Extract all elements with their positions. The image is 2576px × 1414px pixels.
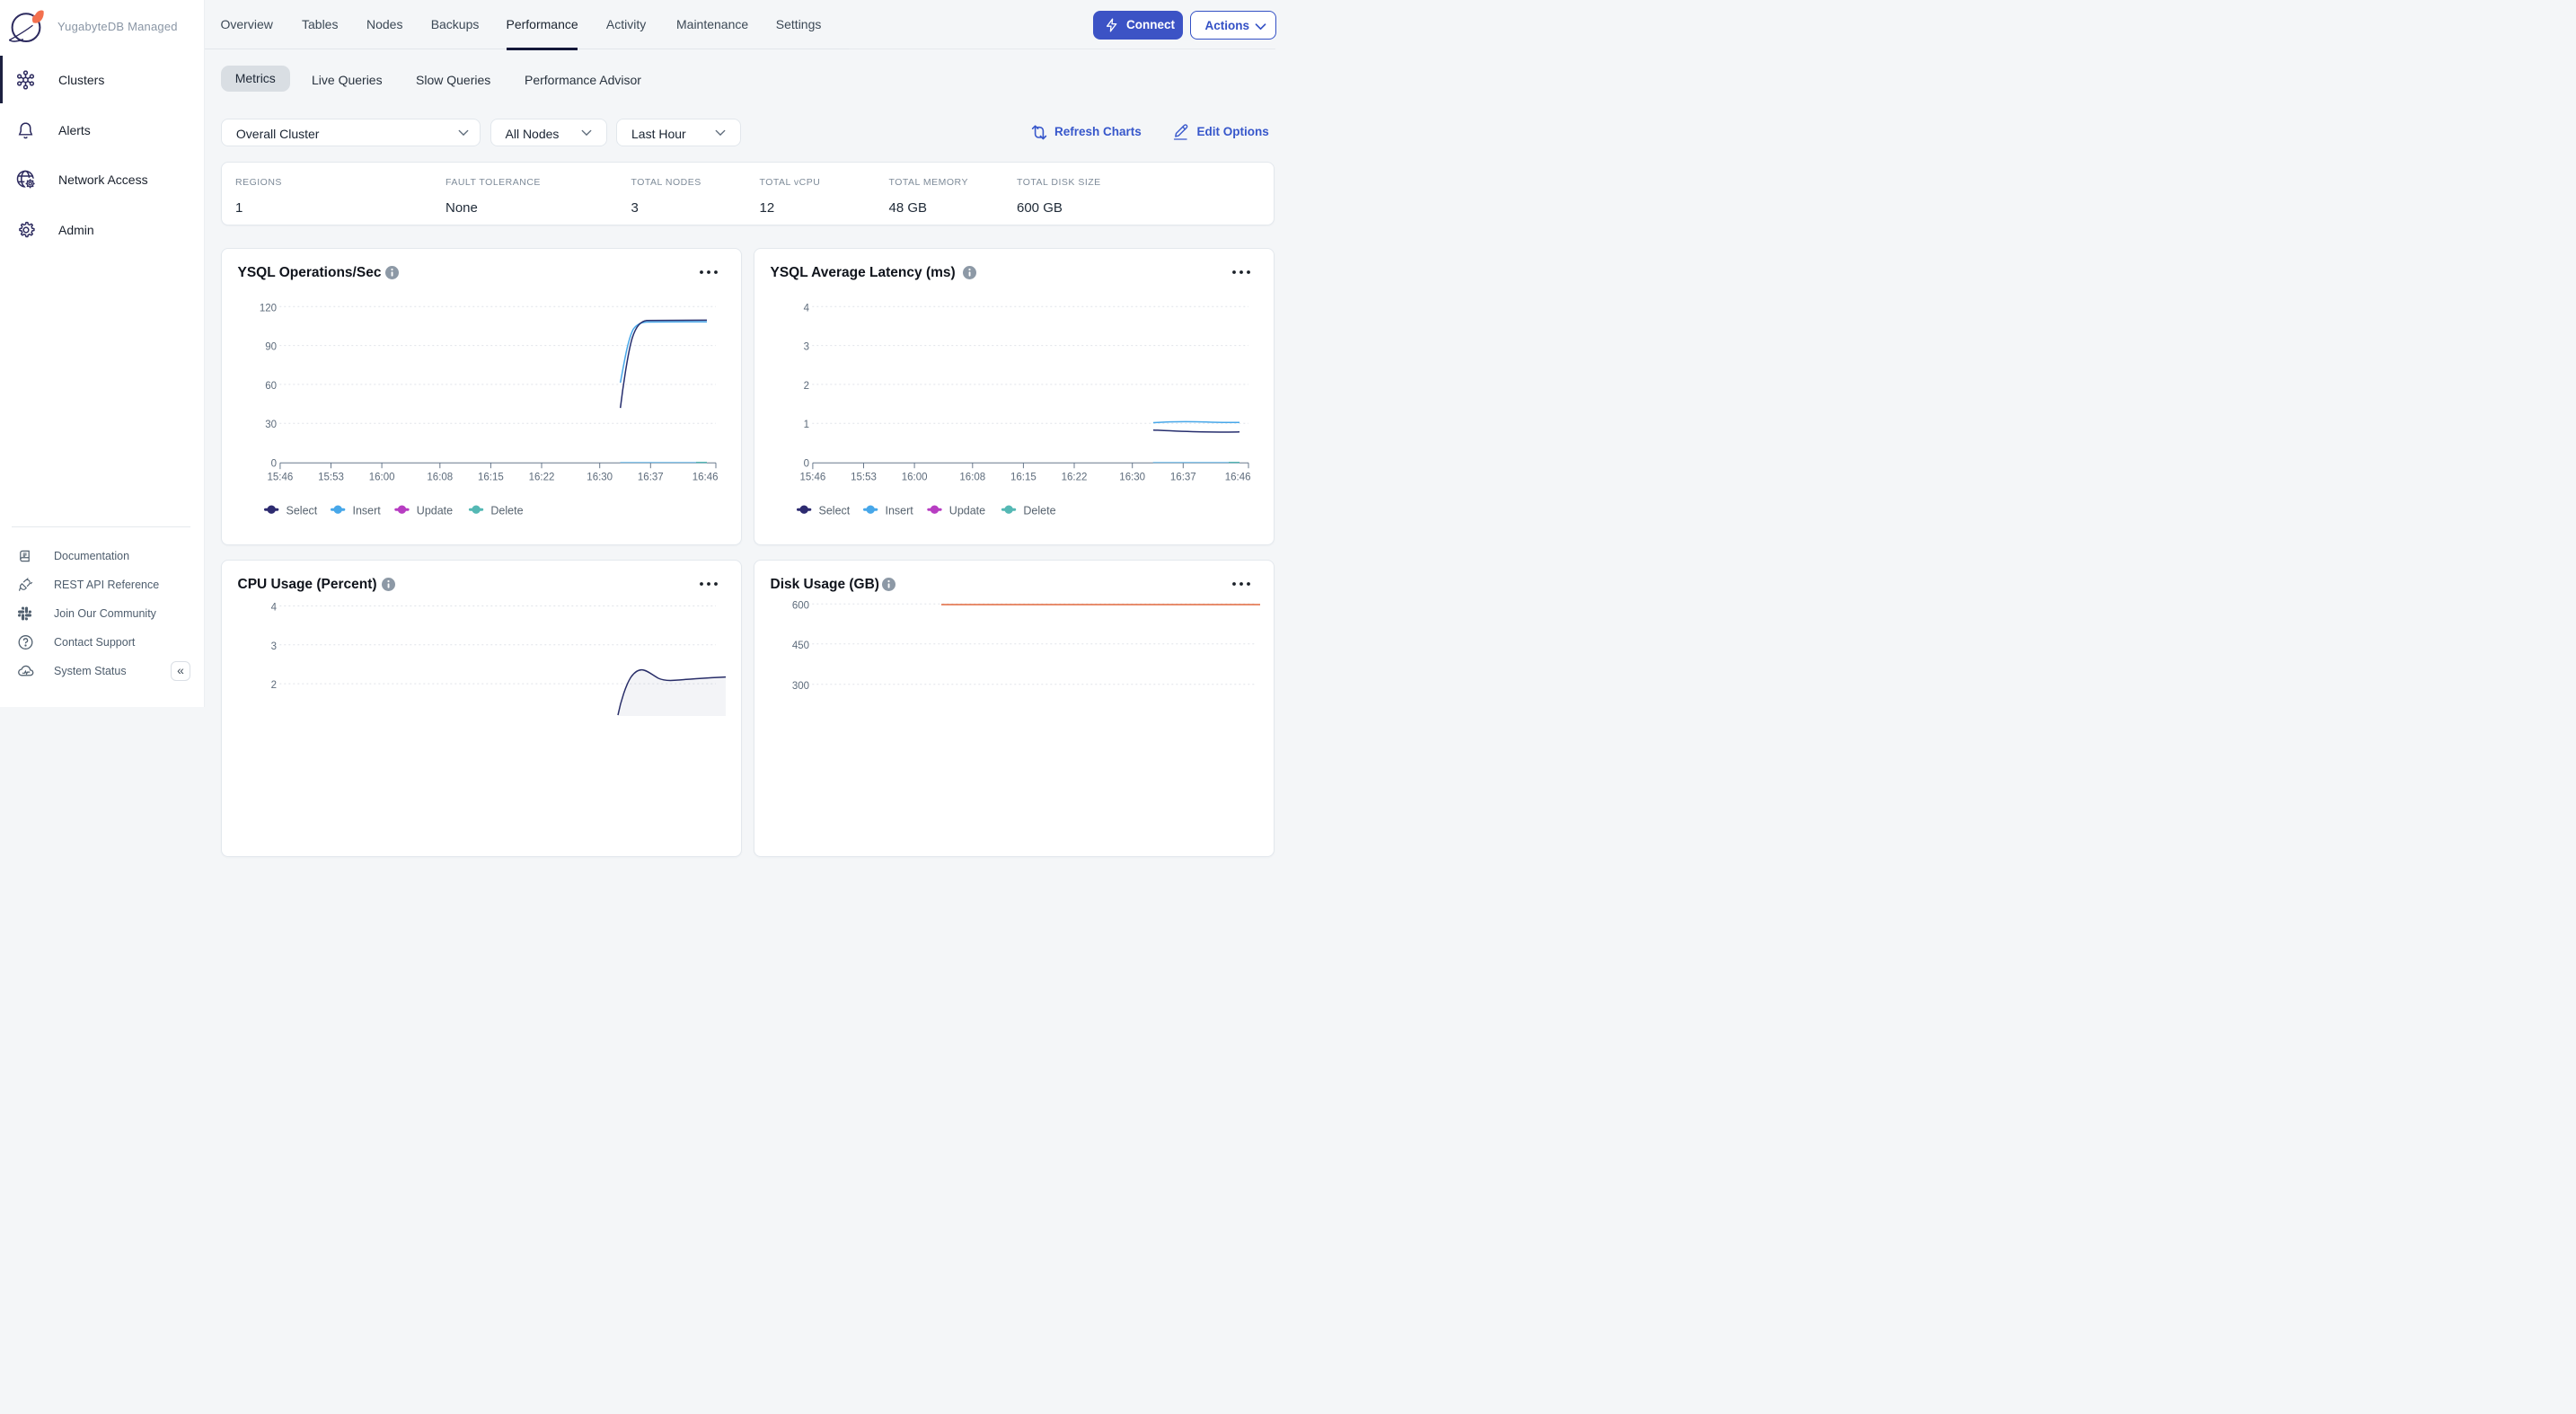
svg-text:16:08: 16:08 (959, 472, 985, 482)
svg-text:Insert: Insert (886, 504, 914, 517)
svg-text:Delete: Delete (490, 504, 523, 517)
svg-text:Select: Select (287, 504, 318, 517)
svg-text:16:46: 16:46 (693, 472, 719, 482)
svg-text:16:30: 16:30 (587, 472, 613, 482)
svg-text:Update: Update (949, 504, 985, 517)
svg-text:16:22: 16:22 (529, 472, 555, 482)
svg-text:15:53: 15:53 (318, 472, 344, 482)
svg-text:16:00: 16:00 (369, 472, 395, 482)
svg-text:60: 60 (265, 380, 277, 391)
svg-text:16:22: 16:22 (1062, 472, 1088, 482)
svg-text:3: 3 (271, 641, 277, 651)
svg-text:30: 30 (265, 420, 277, 430)
svg-text:Insert: Insert (353, 504, 382, 517)
svg-text:15:46: 15:46 (800, 472, 826, 482)
svg-text:90: 90 (265, 341, 277, 352)
svg-text:16:46: 16:46 (1225, 472, 1251, 482)
svg-text:15:53: 15:53 (851, 472, 877, 482)
svg-text:16:37: 16:37 (638, 472, 664, 482)
svg-text:Delete: Delete (1023, 504, 1055, 517)
svg-text:2: 2 (271, 680, 277, 691)
svg-text:300: 300 (792, 680, 809, 691)
svg-text:16:15: 16:15 (478, 472, 504, 482)
svg-text:16:00: 16:00 (902, 472, 928, 482)
svg-text:0: 0 (271, 458, 277, 469)
svg-text:2: 2 (804, 380, 809, 391)
svg-text:120: 120 (260, 303, 277, 314)
svg-text:450: 450 (792, 640, 809, 650)
svg-text:Update: Update (417, 504, 453, 517)
svg-text:16:15: 16:15 (1010, 472, 1037, 482)
svg-text:16:08: 16:08 (427, 472, 453, 482)
svg-text:3: 3 (804, 341, 809, 352)
svg-text:4: 4 (271, 602, 278, 613)
svg-text:0: 0 (804, 458, 809, 469)
svg-text:15:46: 15:46 (268, 472, 294, 482)
svg-text:16:37: 16:37 (1170, 472, 1196, 482)
svg-text:600: 600 (792, 600, 809, 611)
svg-text:1: 1 (804, 420, 809, 430)
svg-text:4: 4 (804, 303, 810, 314)
svg-text:Select: Select (819, 504, 851, 517)
svg-text:16:30: 16:30 (1119, 472, 1145, 482)
